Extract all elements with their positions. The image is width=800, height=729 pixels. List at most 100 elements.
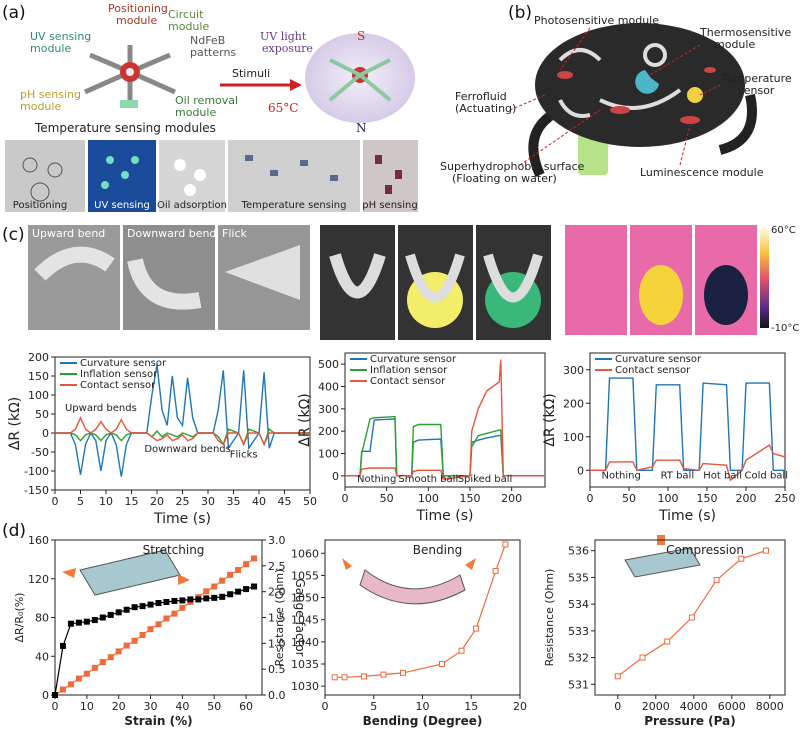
annotation: sensor: [738, 84, 775, 97]
y-tick-label: 1045: [291, 614, 319, 627]
x-tick-label: 40: [252, 495, 266, 508]
y-tick-label: 1035: [291, 658, 319, 671]
y-tick-label: 1060: [291, 547, 319, 560]
marker: [473, 625, 480, 632]
marker: [67, 681, 74, 688]
marker: [227, 591, 234, 598]
annotation: Hot ball: [703, 471, 742, 482]
marker: [400, 669, 406, 676]
arrow-head: [290, 79, 302, 91]
series-line: [55, 416, 310, 447]
x-tick-label: 20: [150, 495, 164, 508]
marker: [763, 547, 769, 554]
x-axis-label: Strain (%): [124, 714, 192, 728]
marker: [155, 600, 162, 607]
x-tick-label: 60: [239, 700, 253, 713]
y-tick-label: 150: [28, 370, 49, 383]
y-tick-label: 0: [577, 464, 584, 477]
stimuli-label: Stimuli: [232, 67, 270, 80]
module-label: module: [116, 14, 157, 27]
y2-axis-label: Gauge factor: [293, 578, 307, 656]
x-tick-label: 50: [303, 495, 317, 508]
marker: [738, 555, 745, 562]
marker: [131, 637, 138, 644]
y-tick-label: 1040: [291, 636, 319, 649]
marker: [492, 568, 499, 574]
annotation: Ferrofluid: [455, 90, 507, 103]
x-tick-label: 200: [501, 492, 522, 505]
y-tick-label: 534: [568, 598, 589, 611]
marker: [91, 617, 98, 624]
legend-label: Curvature sensor: [80, 358, 167, 369]
uv-label: UV light: [260, 30, 307, 43]
module-label: module: [175, 106, 216, 119]
legend-label: Curvature sensor: [615, 354, 702, 365]
annotation: (Actuating): [455, 102, 516, 115]
x-tick-label: 50: [207, 700, 221, 713]
y-tick-label: 100: [318, 448, 339, 461]
annotation: Photosensitive module: [534, 14, 659, 27]
x-tick-label: 20: [513, 700, 527, 713]
marker: [139, 603, 146, 610]
x-tick-label: 0: [587, 492, 594, 505]
x-tick-label: 15: [125, 495, 139, 508]
photo-label: Upward bend: [32, 227, 105, 240]
annotation: Flicks: [230, 450, 258, 461]
marker: [107, 611, 114, 618]
y-tick-label: 200: [563, 397, 584, 410]
robot-arms: [328, 58, 392, 102]
x-axis-label: Time (s): [416, 508, 474, 524]
series-line: [590, 377, 785, 471]
y2-tick-label: 2.5: [268, 560, 286, 573]
x-axis-label: Bending (Degree): [363, 714, 483, 728]
marker: [179, 604, 186, 611]
marker: [235, 588, 242, 595]
pole-label: N: [356, 121, 367, 135]
marker: [67, 620, 74, 627]
x-tick-label: 10: [99, 495, 113, 508]
y2-tick-label: 2.0: [268, 586, 286, 599]
annotation: Smooth ball: [398, 474, 458, 485]
y-axis-label: ΔR/R₀(%): [13, 593, 26, 643]
marker: [219, 593, 226, 600]
x-tick-label: 0: [322, 700, 329, 713]
marker: [713, 577, 720, 584]
photo-caption: pH sensing: [362, 200, 417, 211]
marker: [219, 577, 226, 584]
marker: [331, 674, 338, 681]
module-label: Oil removal: [175, 94, 238, 107]
x-tick-label: 0: [52, 700, 59, 713]
turtle-robot: [528, 23, 757, 178]
x-tick-label: 20: [112, 700, 126, 713]
y-tick-label: 80: [35, 612, 49, 625]
annotation: Spiked ball: [458, 474, 513, 485]
series-line: [345, 359, 545, 480]
marker: [187, 596, 194, 603]
x-tick-label: 5: [370, 700, 377, 713]
marker: [251, 583, 258, 590]
x-tick-label: 45: [278, 495, 292, 508]
marker: [75, 619, 82, 626]
marker: [99, 614, 106, 621]
marker: [123, 606, 130, 613]
photo-strip: [5, 140, 418, 212]
x-tick-label: 15: [464, 700, 478, 713]
module-label: module: [30, 42, 71, 55]
series-line: [345, 418, 545, 477]
module-label: module: [20, 100, 61, 113]
y-tick-label: 200: [318, 425, 339, 438]
x-tick-label: 150: [460, 492, 481, 505]
module-label: Positioning: [108, 2, 168, 15]
x-tick-label: 5: [77, 495, 84, 508]
y-tick-label: 532: [568, 652, 589, 665]
colorbar-label: -10°C: [771, 323, 799, 334]
x-tick-label: 35: [227, 495, 241, 508]
marker: [171, 597, 178, 604]
y-tick-label: 535: [568, 571, 589, 584]
marker: [59, 642, 66, 649]
module-label: Circuit: [168, 8, 204, 21]
temperature-label: 65°C: [268, 101, 298, 115]
y-tick-label: 1030: [291, 680, 319, 693]
marker: [131, 604, 138, 611]
marker: [115, 609, 122, 616]
